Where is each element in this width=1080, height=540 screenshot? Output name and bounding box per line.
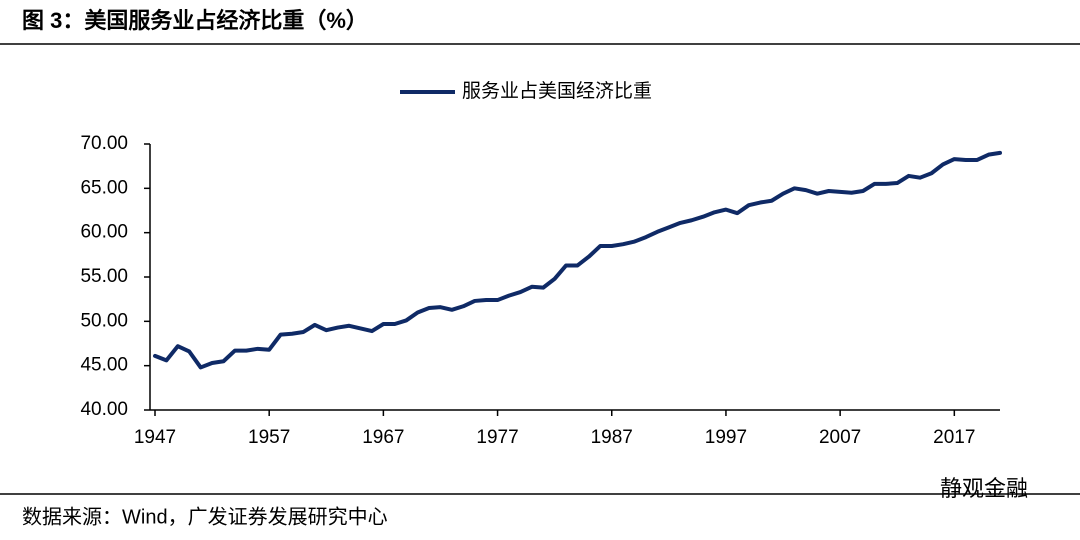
data-line bbox=[153, 150, 1002, 370]
x-tick-label: 1987 bbox=[591, 427, 633, 448]
y-tick-label: 45.00 bbox=[80, 355, 128, 376]
y-tick-label: 60.00 bbox=[80, 222, 128, 243]
y-tick-label: 55.00 bbox=[80, 266, 128, 287]
y-tick-label: 50.00 bbox=[80, 310, 128, 331]
y-tick-label: 70.00 bbox=[80, 133, 128, 154]
x-tick-label: 2007 bbox=[819, 427, 861, 448]
x-tick-label: 1977 bbox=[476, 427, 518, 448]
legend-label: 服务业占美国经济比重 bbox=[462, 80, 652, 102]
source-note: 数据来源：Wind，广发证券发展研究中心 bbox=[22, 505, 388, 528]
y-tick-label: 65.00 bbox=[80, 177, 128, 198]
watermark: 静观金融 bbox=[940, 476, 1028, 501]
x-tick-label: 1957 bbox=[248, 427, 290, 448]
chart-title: 图 3：美国服务业占经济比重（%） bbox=[22, 8, 368, 33]
y-tick-label: 40.00 bbox=[80, 399, 128, 420]
x-tick-label: 1997 bbox=[705, 427, 747, 448]
x-tick-label: 1947 bbox=[134, 427, 176, 448]
x-tick-label: 2017 bbox=[933, 427, 975, 448]
x-tick-label: 1967 bbox=[362, 427, 404, 448]
